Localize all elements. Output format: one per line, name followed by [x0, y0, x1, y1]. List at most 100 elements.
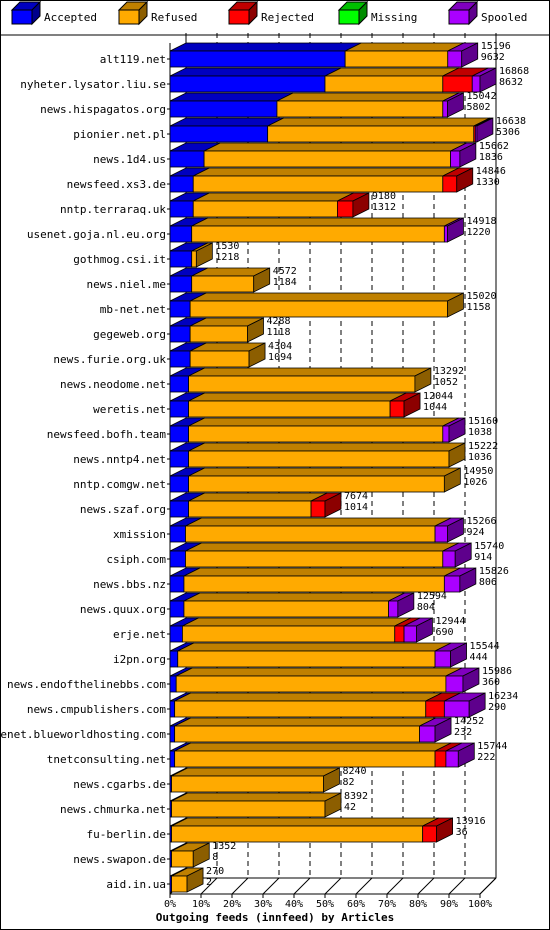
- value-total: 15544: [470, 641, 500, 652]
- x-tick-label: 40%: [285, 899, 303, 910]
- value-total: 14918: [466, 216, 496, 227]
- value-accepted: 1036: [468, 452, 492, 463]
- bar-segment-accepted: [169, 475, 190, 493]
- bar-top-refused: [188, 492, 328, 502]
- value-total: 8392: [344, 791, 368, 802]
- bar-segment-refused: [203, 150, 451, 168]
- bar-segment-spooled: [443, 225, 448, 243]
- value-accepted: 5802: [466, 102, 490, 113]
- bar-segment-refused: [171, 875, 188, 893]
- tick-mark: [200, 877, 218, 895]
- bar-segment-refused: [188, 400, 391, 418]
- bar-segment-accepted: [169, 275, 193, 293]
- bar-segment-accepted: [169, 625, 183, 643]
- row-label: news.furie.org.uk: [53, 353, 166, 366]
- bar-row: [169, 517, 464, 543]
- x-tick-label: 80%: [409, 899, 427, 910]
- bar-end-cap: [459, 142, 477, 168]
- value-total: 12594: [417, 591, 447, 602]
- value-accepted: 1220: [466, 227, 490, 238]
- bar-top-accepted: [169, 67, 342, 77]
- value-total: 12044: [423, 391, 453, 402]
- value-accepted: 690: [435, 627, 453, 638]
- bar-row: [169, 67, 497, 93]
- value-accepted: 1184: [273, 277, 297, 288]
- bar-end-cap: [448, 442, 466, 468]
- bar-end-cap: [323, 767, 340, 793]
- value-total: 15020: [466, 291, 496, 302]
- bar-segment-spooled: [403, 625, 417, 643]
- bar-end-cap: [448, 417, 466, 443]
- bar-end-cap: [192, 842, 210, 868]
- legend-item-refused: Refused: [117, 0, 197, 26]
- bar-segment-rejected: [310, 500, 326, 518]
- value-accepted: 1118: [267, 327, 291, 338]
- value-accepted: 9632: [481, 52, 505, 63]
- bar-segment-rejected: [394, 625, 405, 643]
- value-total: 15986: [482, 666, 512, 677]
- bar-top-refused: [276, 92, 459, 102]
- bar-end-cap: [195, 242, 213, 268]
- bar-segment-accepted: [169, 675, 177, 693]
- row-label: news.cmpublishers.com: [27, 703, 166, 716]
- bar-row: [169, 292, 464, 318]
- bar-segment-spooled: [443, 700, 470, 718]
- bar-row: [169, 617, 433, 643]
- bar-top-accepted: [169, 117, 284, 127]
- row-label: nntp.terraraq.uk: [60, 203, 166, 216]
- bar-end-cap: [352, 192, 370, 218]
- bar-segment-spooled: [443, 575, 461, 593]
- bar-segment-spooled: [445, 750, 459, 768]
- bar-top-accepted: [169, 42, 362, 52]
- value-total: 15042: [466, 91, 496, 102]
- legend-label: Refused: [151, 11, 197, 24]
- value-accepted: 42: [344, 802, 356, 813]
- value-total: 13292: [434, 366, 464, 377]
- row-label: usenet.blueworldhosting.com: [0, 728, 166, 741]
- row-label: news.quux.org: [80, 603, 166, 616]
- bar-row: [169, 742, 475, 768]
- bar-segment-refused: [344, 50, 449, 68]
- tick-mark: [355, 877, 373, 895]
- bar-top-refused: [174, 692, 442, 702]
- bar-row: [169, 767, 340, 793]
- bar-end-cap: [397, 592, 415, 618]
- value-accepted: 1094: [268, 352, 292, 363]
- x-tick-label: 100%: [468, 899, 492, 910]
- bar-segment-accepted: [169, 725, 176, 743]
- tick-mark: [231, 877, 249, 895]
- value-total: 270: [206, 866, 224, 877]
- bar-end-cap: [447, 217, 464, 243]
- value-total: 8240: [342, 766, 366, 777]
- bar-top-refused: [183, 567, 461, 577]
- value-total: 16638: [496, 116, 526, 127]
- value-total: 15744: [477, 741, 507, 752]
- x-tick-label: 0%: [164, 899, 176, 910]
- value-total: 15196: [481, 41, 511, 52]
- value-accepted: 1158: [466, 302, 490, 313]
- bar-end-cap: [436, 817, 454, 843]
- bar-segment-accepted: [169, 600, 185, 618]
- bar-end-cap: [462, 667, 480, 693]
- bar-segment-rejected: [434, 750, 447, 768]
- bar-segment-accepted: [169, 750, 176, 768]
- bar-row: [169, 117, 494, 143]
- row-label: news.bbs.nz: [93, 578, 166, 591]
- legend-swatch: [338, 9, 360, 25]
- bar-end-cap: [459, 567, 477, 593]
- bar-top-refused: [191, 217, 461, 227]
- value-total: 1352: [212, 841, 236, 852]
- bar-segment-accepted: [169, 50, 346, 68]
- bar-segment-refused: [192, 200, 338, 218]
- bar-segment-refused: [174, 750, 436, 768]
- bar-segment-rejected: [336, 200, 354, 218]
- tick-mark: [386, 877, 404, 895]
- bar-segment-spooled: [442, 550, 456, 568]
- bar-segment-accepted: [169, 500, 190, 518]
- value-accepted: 1312: [372, 202, 396, 213]
- bar-row: [169, 642, 467, 668]
- value-accepted: 8: [212, 852, 218, 863]
- bar-segment-refused: [183, 600, 389, 618]
- row-label: news.szaf.org: [80, 503, 166, 516]
- value-accepted: 5306: [496, 127, 520, 138]
